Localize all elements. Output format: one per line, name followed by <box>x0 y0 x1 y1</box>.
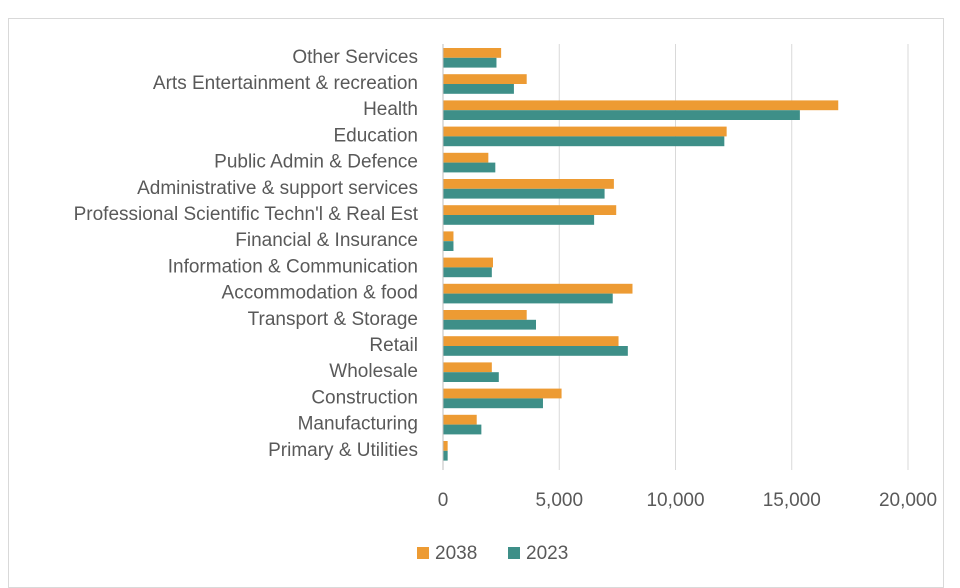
axes: 0 5,000 10,000 15,000 20,000 Other Services Ar… <box>74 44 937 511</box>
legend-swatch-2023 <box>508 547 520 559</box>
legend-label-2038: 2038 <box>435 543 477 564</box>
category-label: Transport & Storage <box>248 309 418 330</box>
bar-2038-transport-storage <box>443 310 527 320</box>
bar-2023-other-services <box>443 57 497 68</box>
bar-2023-arts-entertainment-recreation <box>443 84 514 94</box>
category-label: Information & Communication <box>168 256 418 277</box>
category-label: Education <box>333 125 418 146</box>
bar-2023-primary-utilities <box>443 450 448 461</box>
bar-2038-other-services <box>443 48 502 58</box>
bar-2038-financial-insurance <box>443 231 454 242</box>
bar-2038-accommodation-food <box>443 283 633 294</box>
bar-2038-manufacturing <box>443 414 477 425</box>
category-label: Public Admin & Defence <box>214 152 418 173</box>
x-tick-label: 20,000 <box>879 490 937 511</box>
bar-2038-construction <box>443 388 562 399</box>
bar-2023-construction <box>443 398 543 409</box>
bar-2023-transport-storage <box>443 319 536 330</box>
bar-2038-retail <box>443 336 619 346</box>
category-label: Accommodation & food <box>222 283 418 304</box>
bar-2038-health <box>443 100 839 111</box>
category-label: Manufacturing <box>298 414 418 435</box>
bar-2038-information-communication <box>443 257 493 268</box>
legend-label-2023: 2023 <box>526 543 568 564</box>
bar-2038-wholesale <box>443 362 492 373</box>
bar-2038-arts-entertainment-recreation <box>443 74 527 84</box>
category-label: Other Services <box>292 47 418 68</box>
bar-2023-financial-insurance <box>443 241 454 251</box>
bar-2023-accommodation-food <box>443 293 613 304</box>
bar-2023-health <box>443 110 800 120</box>
category-label: Wholesale <box>329 361 418 382</box>
bar-2038-professional-scientific-techn-l-real-est <box>443 205 617 215</box>
bar-2023-manufacturing <box>443 424 482 435</box>
category-label: Health <box>363 99 418 120</box>
x-tick-label: 5,000 <box>535 490 583 511</box>
bar-2038-public-admin-defence <box>443 152 489 163</box>
bar-2023-wholesale <box>443 372 499 382</box>
bar-2023-education <box>443 136 725 147</box>
bar-2038-primary-utilities <box>443 441 448 451</box>
category-label: Professional Scientific Techn'l & Real E… <box>74 204 419 225</box>
bar-2023-public-admin-defence <box>443 162 496 173</box>
bar-2023-retail <box>443 346 628 356</box>
category-label: Administrative & support services <box>137 178 418 199</box>
bar-2038-administrative-support-services <box>443 179 614 189</box>
category-label: Retail <box>369 335 418 356</box>
x-tick-label: 0 <box>438 490 449 511</box>
bar-2023-information-communication <box>443 267 492 278</box>
legend: 2038 2023 <box>417 543 568 564</box>
legend-swatch-2038 <box>417 547 429 559</box>
category-label: Primary & Utilities <box>268 440 418 461</box>
bar-2023-professional-scientific-techn-l-real-est <box>443 215 595 225</box>
bar-2038-education <box>443 126 727 137</box>
category-label: Construction <box>311 387 418 408</box>
x-tick-label: 15,000 <box>763 490 821 511</box>
category-label: Arts Entertainment & recreation <box>153 73 418 94</box>
category-label: Financial & Insurance <box>235 230 418 251</box>
bars <box>443 48 839 461</box>
bar-2023-administrative-support-services <box>443 188 605 199</box>
x-tick-label: 10,000 <box>646 490 704 511</box>
